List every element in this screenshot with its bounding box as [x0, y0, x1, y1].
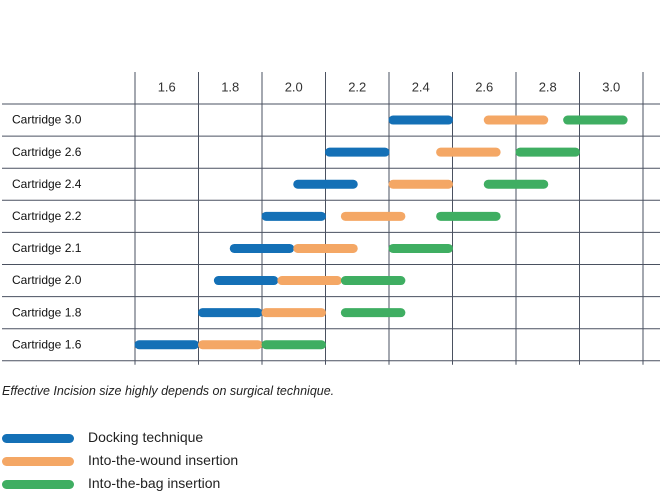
legend-label-bag: Into-the-bag insertion: [88, 475, 221, 491]
technique-note: Effective Incision size highly depends o…: [2, 384, 335, 398]
x-tick-label: 2.2: [348, 79, 366, 94]
x-tick-label: 3.0: [602, 79, 620, 94]
legend-swatch-wound: [2, 457, 74, 466]
row-label: Cartridge 3.0: [12, 113, 82, 127]
legend-label-wound: Into-the-wound insertion: [88, 452, 239, 468]
row-label: Cartridge 2.2: [12, 209, 82, 223]
x-tick-label: 1.8: [221, 79, 239, 94]
row-label: Cartridge 2.1: [12, 241, 82, 255]
legend-swatch-docking: [2, 434, 74, 443]
legend-label-docking: Docking technique: [88, 429, 204, 445]
legend-swatch-bag: [2, 480, 74, 489]
row-label: Cartridge 2.4: [12, 177, 82, 191]
x-tick-label: 2.4: [412, 79, 430, 94]
row-label: Cartridge 1.6: [12, 337, 82, 351]
x-tick-label: 2.8: [539, 79, 557, 94]
x-tick-label: 2.6: [475, 79, 493, 94]
row-label: Cartridge 2.6: [12, 145, 82, 159]
x-tick-label: 2.0: [285, 79, 303, 94]
x-tick-label: 1.6: [158, 79, 176, 94]
row-label: Cartridge 2.0: [12, 273, 82, 287]
row-label: Cartridge 1.8: [12, 305, 82, 319]
incision-size-chart: 1.6 1.8 2.0 2.2 2.4 2.6 2.8 3.0 Cartridge 3.0 Car…: [2, 72, 660, 365]
